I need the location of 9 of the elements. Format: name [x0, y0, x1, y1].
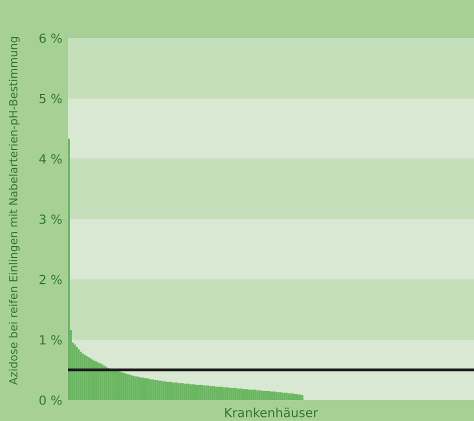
y-tick-label: 6 %	[40, 33, 62, 43]
y-tick-label: 2 %	[40, 274, 62, 284]
y-tick-label: 3 %	[40, 214, 62, 224]
x-axis-title: Krankenhäuser	[225, 408, 318, 418]
y-tick-label: 1 %	[40, 335, 62, 345]
y-axis-title: Azidose bei reifen Einlingen mit Nabelarterien-pH-Bestimmung	[8, 37, 20, 385]
y-tick-label: 0 %	[39, 395, 62, 405]
y-tick-label: 5 %	[40, 94, 62, 104]
y-tick-label: 4 %	[39, 154, 62, 164]
